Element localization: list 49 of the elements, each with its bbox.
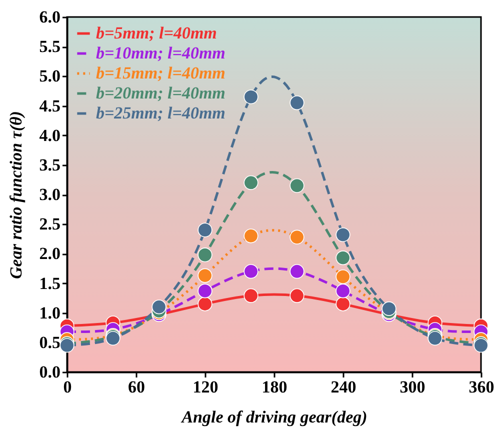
point — [198, 268, 212, 283]
y-tick-label: 5.0 — [39, 66, 60, 86]
point — [244, 175, 258, 190]
x-tick-label: 180 — [262, 378, 288, 396]
y-tick-label: 0.0 — [39, 362, 60, 382]
point — [290, 264, 304, 279]
x-tick-label: 60 — [128, 378, 145, 396]
x-axis-title: Angle of driving gear(deg) — [180, 408, 368, 426]
y-tick-label: 3.0 — [39, 185, 60, 204]
y-tick-label: 3.5 — [39, 155, 60, 174]
x-tick-label: 120 — [192, 378, 218, 396]
point — [198, 222, 212, 238]
y-tick-label: 4.5 — [39, 96, 60, 116]
y-tick-label: 4.0 — [39, 126, 60, 145]
point — [198, 284, 212, 298]
x-tick-label: 360 — [468, 378, 494, 396]
y-tick-label: 2.5 — [39, 214, 60, 234]
legend-label: b=10mm; l=40mm — [96, 44, 226, 62]
legend-label: b=15mm; l=40mm — [96, 64, 226, 82]
point — [244, 264, 258, 279]
legend-label: b=20mm; l=40mm — [96, 84, 226, 102]
point — [336, 227, 350, 242]
point — [336, 250, 350, 266]
x-tick-label: 0 — [63, 378, 72, 396]
point — [244, 288, 258, 303]
point — [336, 269, 350, 284]
point — [290, 178, 304, 193]
x-tick-label: 240 — [330, 378, 356, 396]
point — [244, 228, 258, 244]
point — [198, 296, 212, 312]
point — [290, 230, 304, 244]
point — [382, 301, 396, 316]
y-tick-label: 1.0 — [39, 303, 60, 322]
y-tick-label: 5.5 — [39, 37, 60, 56]
point — [336, 296, 350, 312]
y-tick-label: 6.0 — [39, 8, 60, 26]
legend-label: b=25mm; l=40mm — [96, 104, 226, 122]
point — [336, 284, 350, 298]
point — [244, 90, 258, 104]
legend-label: b=5mm; l=40mm — [96, 24, 217, 42]
point — [152, 300, 166, 314]
point — [290, 96, 304, 110]
y-tick-label: 0.5 — [39, 332, 60, 352]
point — [290, 288, 304, 303]
y-tick-label: 1.5 — [39, 274, 60, 293]
point — [198, 248, 212, 262]
y-tick-label: 2.0 — [39, 244, 60, 264]
y-axis-title: Gear ratio function τ(θ) — [6, 111, 26, 279]
x-tick-label: 300 — [400, 378, 426, 396]
